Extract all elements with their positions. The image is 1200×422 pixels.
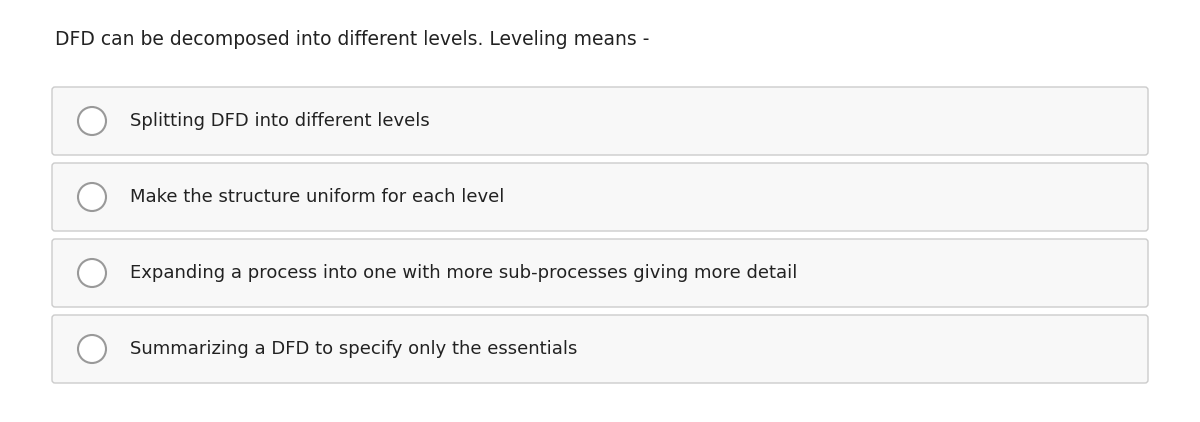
Text: Expanding a process into one with more sub-processes giving more detail: Expanding a process into one with more s… <box>130 264 797 282</box>
Text: DFD can be decomposed into different levels. Leveling means -: DFD can be decomposed into different lev… <box>55 30 649 49</box>
Text: Splitting DFD into different levels: Splitting DFD into different levels <box>130 112 430 130</box>
Ellipse shape <box>78 107 106 135</box>
FancyBboxPatch shape <box>52 87 1148 155</box>
Text: Summarizing a DFD to specify only the essentials: Summarizing a DFD to specify only the es… <box>130 340 577 358</box>
Text: Make the structure uniform for each level: Make the structure uniform for each leve… <box>130 188 504 206</box>
Ellipse shape <box>78 335 106 363</box>
FancyBboxPatch shape <box>52 315 1148 383</box>
Ellipse shape <box>78 183 106 211</box>
FancyBboxPatch shape <box>52 163 1148 231</box>
Ellipse shape <box>78 259 106 287</box>
FancyBboxPatch shape <box>52 239 1148 307</box>
